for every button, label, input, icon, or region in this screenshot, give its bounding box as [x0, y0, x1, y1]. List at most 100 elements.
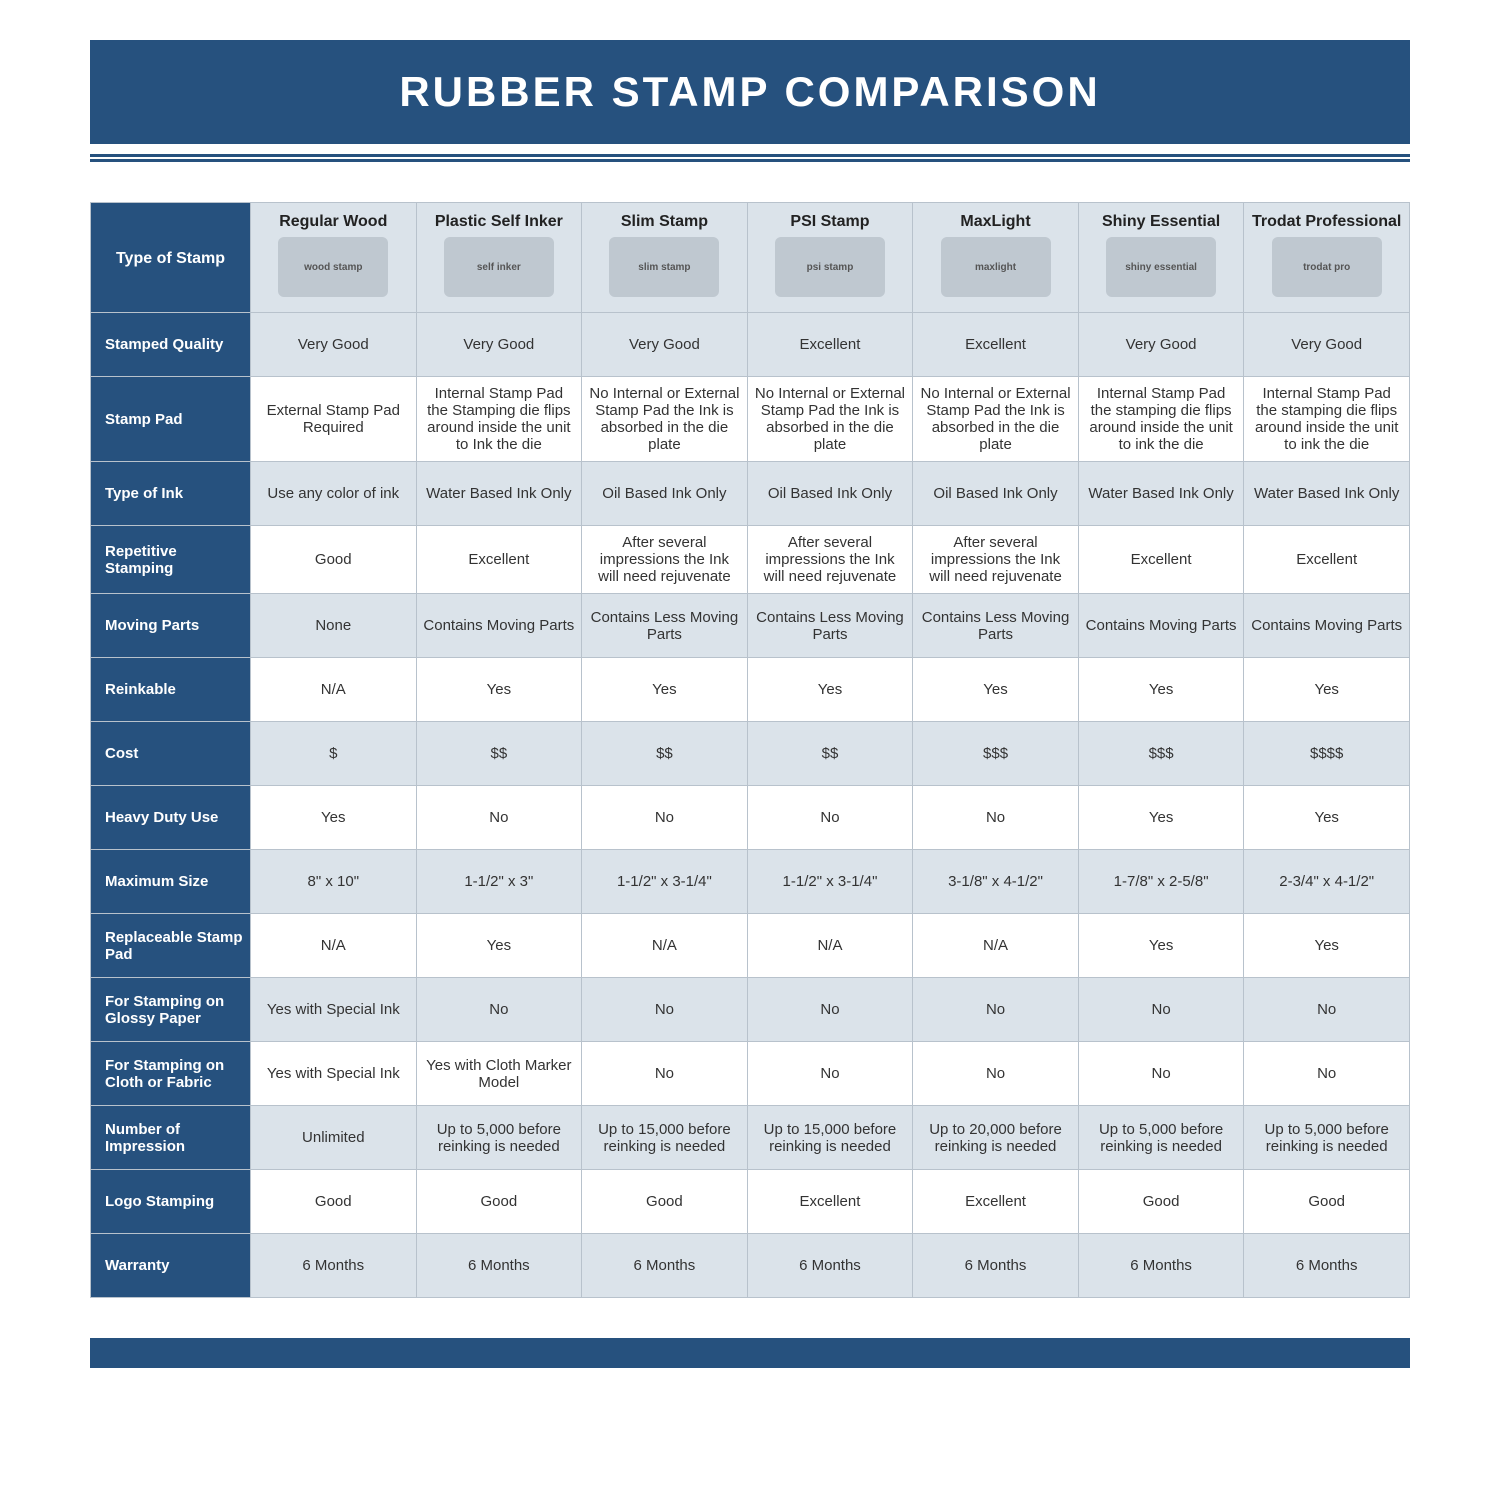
table-row: Stamped QualityVery GoodVery GoodVery Go… [91, 313, 1410, 377]
table-cell: Internal Stamp Pad the stamping die flip… [1244, 377, 1410, 462]
table-cell: Oil Based Ink Only [913, 462, 1079, 526]
table-cell: Excellent [913, 313, 1079, 377]
stamp-image-placeholder: psi stamp [775, 237, 885, 297]
table-row: Maximum Size8" x 10"1-1/2" x 3"1-1/2" x … [91, 850, 1410, 914]
table-cell: No [1078, 1042, 1244, 1106]
table-cell: No [747, 978, 913, 1042]
table-cell: No [416, 978, 582, 1042]
table-cell: Water Based Ink Only [416, 462, 582, 526]
column-header: PSI Stamp psi stamp [747, 203, 913, 313]
table-cell: No [582, 978, 748, 1042]
table-cell: 1-1/2" x 3" [416, 850, 582, 914]
row-header: Moving Parts [91, 594, 251, 658]
row-header: Reinkable [91, 658, 251, 722]
table-cell: Use any color of ink [251, 462, 417, 526]
column-label: Regular Wood [257, 213, 410, 231]
row-header: Number of Impression [91, 1106, 251, 1170]
table-cell: Internal Stamp Pad the Stamping die flip… [416, 377, 582, 462]
table-cell: $$$$ [1244, 722, 1410, 786]
table-cell: Yes [1244, 786, 1410, 850]
bottom-band [90, 1338, 1410, 1368]
table-cell: Oil Based Ink Only [582, 462, 748, 526]
table-cell: 8" x 10" [251, 850, 417, 914]
table-cell: Contains Moving Parts [1078, 594, 1244, 658]
table-cell: Contains Less Moving Parts [582, 594, 748, 658]
table-row: Moving PartsNoneContains Moving PartsCon… [91, 594, 1410, 658]
column-label: Plastic Self Inker [423, 213, 576, 231]
table-cell: No [1078, 978, 1244, 1042]
table-cell: 3-1/8" x 4-1/2" [913, 850, 1079, 914]
stamp-image-placeholder: maxlight [941, 237, 1051, 297]
table-cell: Up to 15,000 before reinking is needed [582, 1106, 748, 1170]
table-cell: Water Based Ink Only [1078, 462, 1244, 526]
row-header: Cost [91, 722, 251, 786]
table-cell: N/A [747, 914, 913, 978]
table-cell: Up to 5,000 before reinking is needed [416, 1106, 582, 1170]
table-body: Stamped QualityVery GoodVery GoodVery Go… [91, 313, 1410, 1298]
table-cell: N/A [582, 914, 748, 978]
table-cell: Very Good [251, 313, 417, 377]
table-cell: Good [1078, 1170, 1244, 1234]
stamp-image-placeholder: wood stamp [278, 237, 388, 297]
stamp-image-placeholder: self inker [444, 237, 554, 297]
table-cell: No [1244, 1042, 1410, 1106]
column-header: Shiny Essentialshiny essential [1078, 203, 1244, 313]
table-cell: 1-1/2" x 3-1/4" [747, 850, 913, 914]
table-cell: Yes with Cloth Marker Model [416, 1042, 582, 1106]
row-header: For Stamping on Cloth or Fabric [91, 1042, 251, 1106]
comparison-table: Type of Stamp Regular Woodwood stampPlas… [90, 202, 1410, 1298]
table-cell: Excellent [747, 313, 913, 377]
table-cell: External Stamp Pad Required [251, 377, 417, 462]
table-cell: Excellent [1244, 526, 1410, 594]
table-cell: 6 Months [747, 1234, 913, 1298]
table-cell: $ [251, 722, 417, 786]
table-cell: Very Good [416, 313, 582, 377]
table-cell: After several impressions the Ink will n… [582, 526, 748, 594]
table-cell: Up to 5,000 before reinking is needed [1078, 1106, 1244, 1170]
title-underline [90, 154, 1410, 162]
table-row: Stamp PadExternal Stamp Pad RequiredInte… [91, 377, 1410, 462]
table-row: Type of InkUse any color of inkWater Bas… [91, 462, 1410, 526]
table-cell: No [1244, 978, 1410, 1042]
table-cell: No Internal or External Stamp Pad the In… [747, 377, 913, 462]
table-cell: No Internal or External Stamp Pad the In… [582, 377, 748, 462]
column-label: Trodat Professional [1250, 213, 1403, 231]
table-cell: $$$ [1078, 722, 1244, 786]
stamp-image-placeholder: slim stamp [609, 237, 719, 297]
table-cell: Good [416, 1170, 582, 1234]
table-cell: Contains Less Moving Parts [747, 594, 913, 658]
table-cell: Up to 15,000 before reinking is needed [747, 1106, 913, 1170]
page-title: RUBBER STAMP COMPARISON [90, 40, 1410, 144]
table-row: Warranty6 Months6 Months6 Months6 Months… [91, 1234, 1410, 1298]
row-header: Type of Ink [91, 462, 251, 526]
table-cell: 1-1/2" x 3-1/4" [582, 850, 748, 914]
table-cell: No [913, 786, 1079, 850]
table-cell: Yes [582, 658, 748, 722]
table-cell: Yes [1244, 658, 1410, 722]
column-label: MaxLight [919, 213, 1072, 231]
table-cell: Yes [747, 658, 913, 722]
comparison-table-wrap: Type of Stamp Regular Woodwood stampPlas… [90, 202, 1410, 1298]
row-header: Replaceable Stamp Pad [91, 914, 251, 978]
table-cell: Excellent [747, 1170, 913, 1234]
column-header: MaxLight maxlight [913, 203, 1079, 313]
table-cell: N/A [913, 914, 1079, 978]
table-cell: Excellent [913, 1170, 1079, 1234]
table-cell: No [747, 786, 913, 850]
table-row: ReinkableN/AYesYesYesYesYesYes [91, 658, 1410, 722]
table-row: For Stamping on Cloth or Fabric Yes with … [91, 1042, 1410, 1106]
table-cell: No [582, 786, 748, 850]
table-cell: Contains Less Moving Parts [913, 594, 1079, 658]
column-label: PSI Stamp [754, 213, 907, 231]
table-cell: Yes [416, 658, 582, 722]
row-header: Stamped Quality [91, 313, 251, 377]
table-cell: After several impressions the Ink will n… [913, 526, 1079, 594]
table-cell: 2-3/4" x 4-1/2" [1244, 850, 1410, 914]
table-cell: Contains Moving Parts [416, 594, 582, 658]
row-header: Warranty [91, 1234, 251, 1298]
table-cell: 1-7/8" x 2-5/8" [1078, 850, 1244, 914]
table-cell: Contains Moving Parts [1244, 594, 1410, 658]
table-row: Heavy Duty UseYesNoNoNoNoYesYes [91, 786, 1410, 850]
table-cell: After several impressions the Ink will n… [747, 526, 913, 594]
column-header: Regular Wood wood stamp [251, 203, 417, 313]
